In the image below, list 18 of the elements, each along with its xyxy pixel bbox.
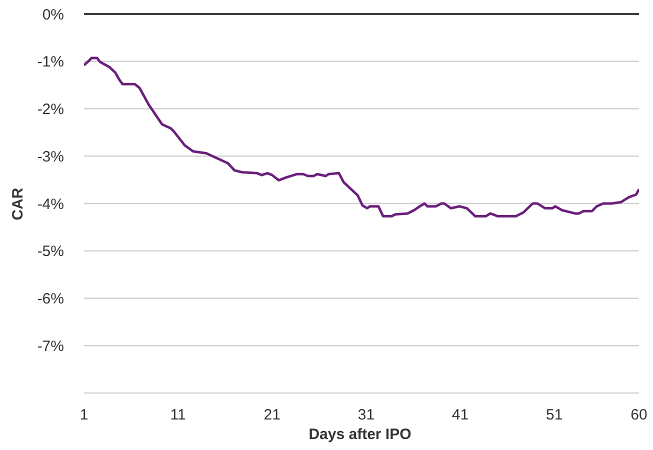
y-tick-label: -4%: [37, 196, 64, 213]
y-tick-label: -1%: [37, 54, 64, 71]
x-tick-label: 1: [80, 406, 88, 424]
x-tick-label: 60: [630, 406, 648, 424]
y-tick-label: -3%: [37, 148, 64, 166]
y-tick-label: -5%: [37, 243, 64, 260]
x-tick-label: 11: [170, 406, 186, 424]
line-series: [84, 56, 639, 218]
y-axis-title: CAR: [10, 188, 26, 220]
x-tick-label: 51: [546, 406, 563, 424]
y-tick-label: -6%: [37, 290, 64, 308]
x-tick-label: 41: [452, 406, 469, 424]
x-tick-label: 21: [264, 406, 280, 424]
x-axis-title: Days after IPO: [308, 426, 412, 443]
y-tick-label: 0%: [42, 6, 64, 24]
x-tick-label: 31: [358, 406, 375, 424]
y-tick-label: -2%: [37, 101, 64, 118]
y-tick-label: -7%: [37, 338, 64, 355]
